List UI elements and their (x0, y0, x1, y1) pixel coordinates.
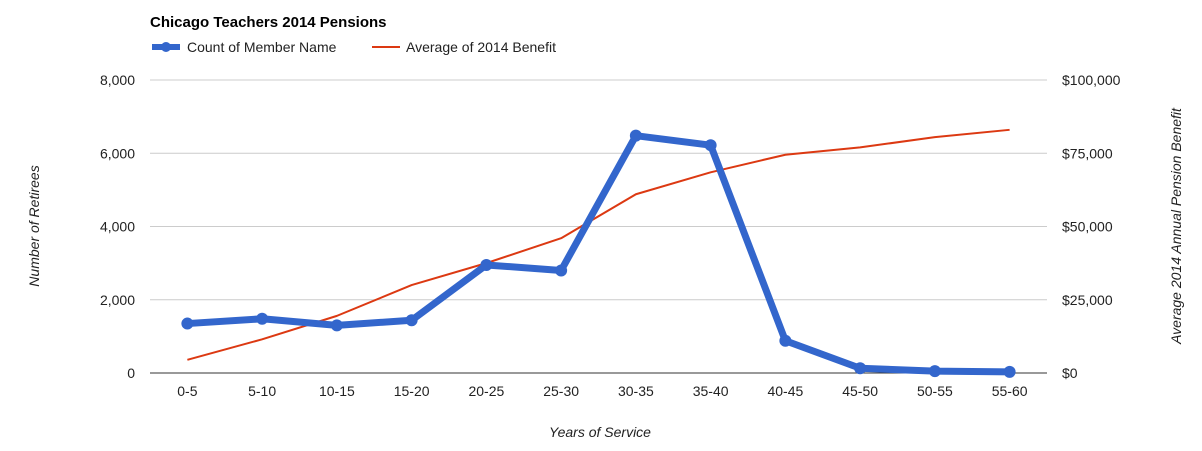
x-tick-label: 10-15 (319, 383, 355, 399)
y2-tick-label: $25,000 (1062, 292, 1113, 308)
series-line-average-benefit (187, 128, 1010, 361)
x-tick-label: 55-60 (992, 383, 1028, 399)
legend-item-count[interactable]: Count of Member Name (152, 39, 337, 55)
y-tick-label: 2,000 (100, 292, 135, 308)
x-tick-label: 45-50 (842, 383, 878, 399)
data-point-member-count[interactable] (555, 264, 568, 277)
x-axis-title: Years of Service (549, 424, 651, 440)
left-axis-ticks: 0 2,000 4,000 6,000 8,000 (100, 72, 135, 381)
data-point-member-count[interactable] (629, 129, 642, 142)
legend-item-benefit[interactable]: Average of 2014 Benefit (372, 39, 556, 55)
y-tick-label: 8,000 (100, 72, 135, 88)
data-point-member-count[interactable] (405, 314, 418, 327)
data-point-member-count[interactable] (256, 312, 269, 325)
x-tick-label: 30-35 (618, 383, 654, 399)
x-tick-label: 20-25 (468, 383, 504, 399)
chart-title: Chicago Teachers 2014 Pensions (150, 14, 387, 31)
y-axis-title: Number of Retirees (26, 165, 42, 286)
legend-label-benefit: Average of 2014 Benefit (406, 39, 556, 55)
x-tick-label: 40-45 (767, 383, 803, 399)
data-point-member-count[interactable] (854, 362, 867, 375)
series (181, 128, 1016, 378)
x-tick-label: 25-30 (543, 383, 579, 399)
y-tick-label: 4,000 (100, 219, 135, 235)
y2-tick-label: $100,000 (1062, 72, 1121, 88)
x-tick-label: 35-40 (693, 383, 729, 399)
data-point-member-count[interactable] (480, 258, 493, 271)
x-axis-ticks: 0-5 5-10 10-15 15-20 20-25 25-30 30-35 35-40 40-… (177, 383, 1027, 399)
data-point-member-count[interactable] (704, 139, 717, 152)
x-tick-label: 50-55 (917, 383, 953, 399)
legend: Count of Member Name Average of 2014 Ben… (152, 39, 556, 55)
y2-tick-label: $75,000 (1062, 145, 1113, 161)
right-axis-ticks: $0 $25,000 $50,000 $75,000 $100,000 (1062, 72, 1121, 381)
gridlines (150, 79, 1047, 374)
x-tick-label: 5-10 (248, 383, 276, 399)
data-point-member-count[interactable] (779, 334, 792, 347)
legend-label-count: Count of Member Name (187, 39, 337, 55)
y2-tick-label: $50,000 (1062, 219, 1113, 235)
data-point-member-count[interactable] (1003, 365, 1016, 378)
y2-axis-title: Average 2014 Annual Pension Benefit (1168, 107, 1184, 345)
y-tick-label: 6,000 (100, 145, 135, 161)
y2-tick-label: $0 (1062, 365, 1078, 381)
data-point-member-count[interactable] (928, 365, 941, 378)
y-tick-label: 0 (127, 365, 135, 381)
series-line-member-count (183, 132, 1014, 376)
x-tick-label: 15-20 (394, 383, 430, 399)
legend-marker-count (161, 42, 171, 52)
x-tick-label: 0-5 (177, 383, 197, 399)
data-point-member-count[interactable] (330, 319, 343, 332)
data-point-member-count[interactable] (181, 317, 194, 330)
